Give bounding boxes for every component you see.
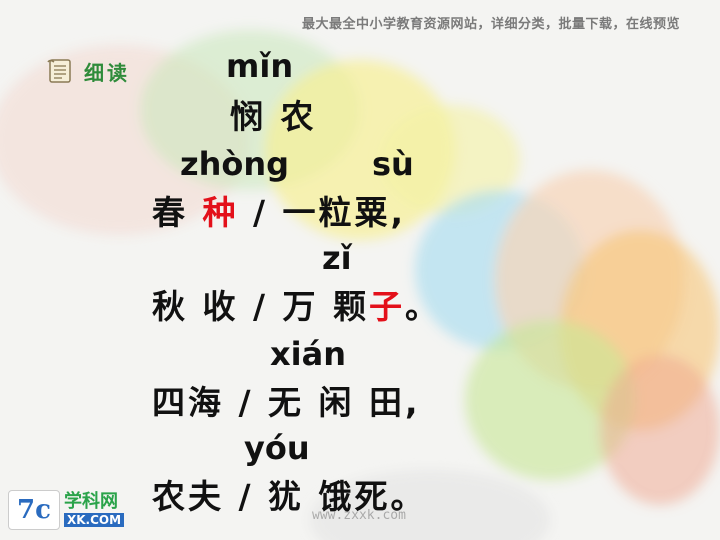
poem-title: 悯 农: [230, 97, 317, 136]
pinyin-line-2b: sù: [372, 145, 414, 183]
pinyin-line-5: yóu: [244, 429, 310, 467]
poem-line-1-start: 春: [152, 193, 188, 232]
site-banner: 最大最全中小学教育资源网站，详细分类，批量下载，在线预览: [301, 17, 680, 32]
logo-mark: 7c: [8, 490, 60, 530]
poem-line-2: 秋 收 / 万 颗子。: [152, 290, 441, 323]
highlight-char-zhong: 种: [202, 193, 239, 232]
poem-line-2-start: 秋 收 / 万 颗: [152, 287, 370, 326]
pinyin-line-2a: zhòng: [180, 145, 290, 183]
site-logo[interactable]: 7c 学科网 XK.COM: [8, 490, 125, 530]
pinyin-line-4: xián: [270, 335, 346, 373]
poem-line-2-end: 。: [405, 287, 442, 326]
scroll-icon: [47, 59, 71, 83]
highlight-char-zi: 子: [369, 287, 406, 326]
watermark: www.zxxk.com: [312, 508, 406, 523]
section-heading: 细读: [44, 56, 130, 86]
logo-en-text: XK.COM: [64, 513, 125, 527]
poem-line-4: 农夫 / 犹 饿死。: [152, 477, 427, 516]
poem-line-1-end: / 一粒粟,: [253, 193, 407, 232]
pinyin-line-1: mǐn: [226, 47, 294, 85]
poem-line-3: 四海 / 无 闲 田,: [152, 383, 421, 422]
poem-line-1: 春 种 / 一粒粟,: [152, 196, 406, 229]
logo-cn-text: 学科网: [64, 491, 118, 512]
section-label: 细读: [84, 60, 130, 85]
pinyin-line-3: zǐ: [322, 239, 352, 277]
